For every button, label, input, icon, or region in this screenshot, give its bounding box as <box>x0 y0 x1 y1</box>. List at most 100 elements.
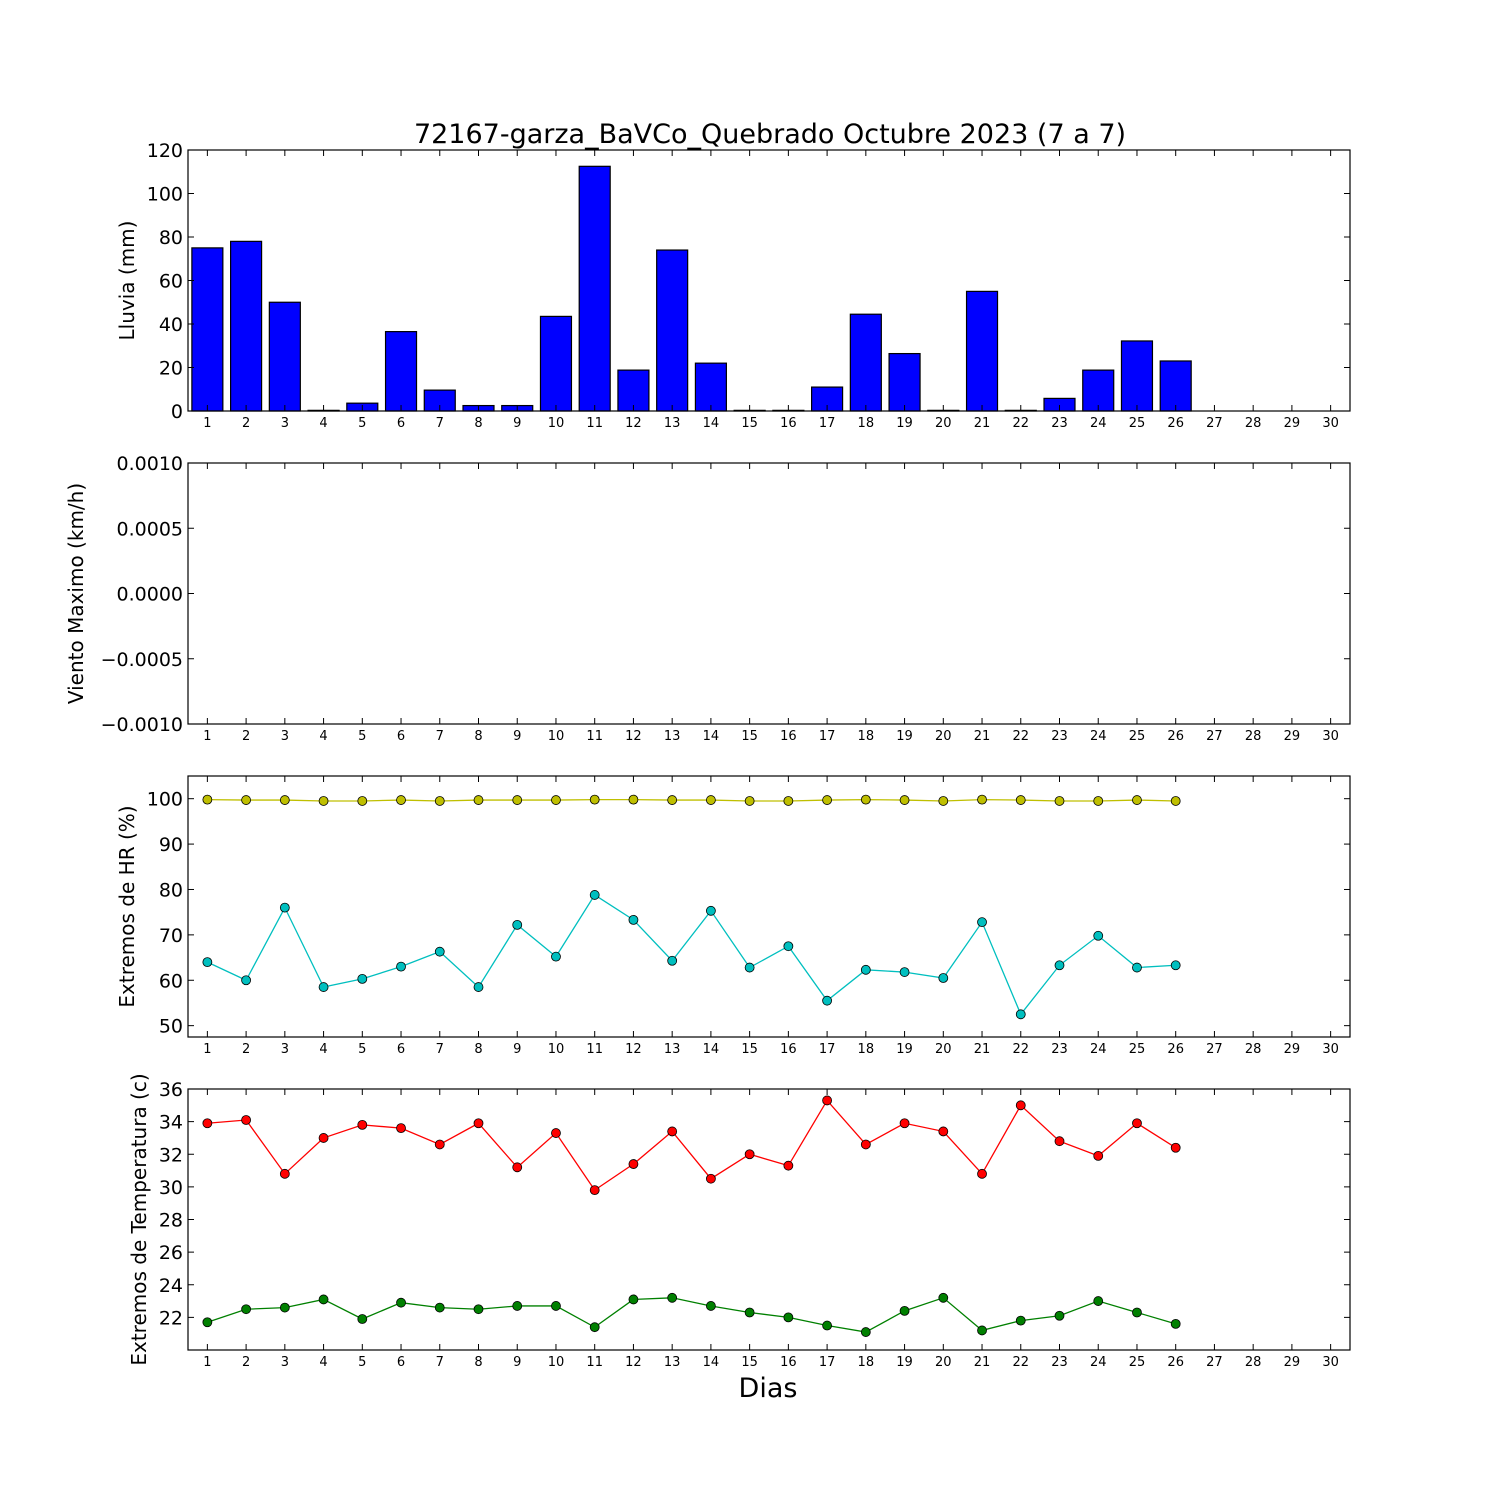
temperature-ytick-label-2: 26 <box>159 1242 183 1264</box>
humidity-xtick-label-1: 1 <box>203 1042 211 1057</box>
rainfall-bar-10 <box>539 315 573 412</box>
max-wind-xtick-label-21: 21 <box>974 729 991 744</box>
temperature-series-0-point-2 <box>241 1115 252 1125</box>
rainfall-xtick-label-8: 8 <box>474 416 482 431</box>
temperature-xtick-label-30: 30 <box>1322 1355 1339 1370</box>
humidity-series-1-point-12 <box>628 914 639 925</box>
rainfall-bar-24 <box>1082 369 1115 412</box>
humidity-series-0-point-17 <box>822 795 832 805</box>
humidity-xtick-label-29: 29 <box>1284 1042 1301 1057</box>
max-wind-xtick-label-6: 6 <box>397 729 405 744</box>
temperature-series-0-point-19 <box>899 1118 910 1129</box>
temperature-series-1-point-15 <box>744 1307 755 1318</box>
humidity-series-1-point-11 <box>589 890 600 900</box>
temperature-series-0-point-5 <box>357 1119 368 1130</box>
rainfall-ytick-label-4: 80 <box>159 227 183 249</box>
rainfall-xtick-label-9: 9 <box>513 416 521 431</box>
temperature-series-1-point-22 <box>1015 1315 1026 1326</box>
humidity-series-1-point-1 <box>202 957 213 968</box>
temperature-ytick-label-0: 22 <box>159 1307 183 1329</box>
rainfall-xtick-label-3: 3 <box>281 416 289 431</box>
rainfall-ytick-label-5: 100 <box>147 184 183 206</box>
humidity-xtick-label-17: 17 <box>819 1042 836 1057</box>
max-wind-xtick-label-25: 25 <box>1129 729 1146 744</box>
temperature-series-1-point-14 <box>706 1301 716 1311</box>
temperature-series-0-point-1 <box>202 1118 213 1129</box>
humidity-series-1-point-3 <box>279 902 290 913</box>
rainfall-bar-12 <box>617 369 650 412</box>
max-wind-xtick-label-26: 26 <box>1167 729 1184 744</box>
humidity-xtick-label-13: 13 <box>664 1042 681 1057</box>
humidity-series-1-point-7 <box>434 946 445 957</box>
temperature-series-1-point-16 <box>783 1312 794 1323</box>
humidity-series-0-point-4 <box>318 796 329 806</box>
humidity-xtick-label-21: 21 <box>974 1042 991 1057</box>
humidity-series-0-point-24 <box>1093 796 1104 806</box>
humidity-series-1-point-24 <box>1093 930 1104 941</box>
max-wind-xtick-label-28: 28 <box>1245 729 1262 744</box>
max-wind-xtick-label-11: 11 <box>586 729 603 744</box>
temperature-series-1-point-6 <box>396 1297 406 1308</box>
humidity-xtick-label-10: 10 <box>548 1042 565 1057</box>
humidity-xtick-label-18: 18 <box>858 1042 875 1057</box>
max-wind-ytick-label-2: 0.0000 <box>117 584 183 606</box>
temperature-series-0-point-23 <box>1054 1136 1065 1147</box>
max-wind-xtick-label-22: 22 <box>1012 729 1029 744</box>
rainfall-bar-26 <box>1159 360 1192 412</box>
temperature-series-0-point-8 <box>473 1118 484 1129</box>
temperature-xtick-label-2: 2 <box>242 1355 250 1370</box>
humidity-ytick-label-1: 60 <box>159 970 183 992</box>
max-wind-xtick-label-7: 7 <box>436 729 444 744</box>
humidity-series-0-point-10 <box>551 795 561 805</box>
temperature-xtick-label-16: 16 <box>780 1355 797 1370</box>
max-wind-xtick-label-29: 29 <box>1284 729 1301 744</box>
humidity-series-0-point-12 <box>628 794 639 805</box>
rainfall-bar-11 <box>578 165 611 412</box>
humidity-series-1-point-26 <box>1170 960 1181 971</box>
humidity-xtick-label-25: 25 <box>1129 1042 1146 1057</box>
max-wind-xtick-label-23: 23 <box>1051 729 1068 744</box>
rainfall-xtick-label-13: 13 <box>664 416 681 431</box>
temperature-ytick-label-6: 34 <box>159 1112 183 1134</box>
temperature-xtick-label-8: 8 <box>474 1355 482 1370</box>
temperature-ytick-label-3: 28 <box>159 1210 183 1232</box>
humidity-series-0-point-23 <box>1054 796 1065 806</box>
humidity-series-1-point-19 <box>899 967 910 977</box>
humidity-ytick-label-0: 50 <box>159 1016 183 1038</box>
rainfall-xtick-label-23: 23 <box>1051 416 1068 431</box>
temperature-series-0-point-24 <box>1093 1150 1104 1161</box>
rainfall-bar-1 <box>191 247 224 412</box>
humidity-series-0-point-11 <box>589 794 600 805</box>
panel-temperature: 1 2 3 4 5 6 7 8 9 10 11 12 13 14 15 16 17 18 19 20 21 22 23 24 2… <box>127 1073 1351 1370</box>
temperature-series-0-point-26 <box>1170 1142 1181 1153</box>
humidity-series-1-point-5 <box>357 973 368 984</box>
chart-title: 72167-garza_BaVCo_Quebrado Octubre 2023 … <box>414 119 1126 150</box>
temperature-series-0-point-4 <box>318 1133 329 1143</box>
humidity-series-1-point-13 <box>667 955 678 966</box>
humidity-xtick-label-16: 16 <box>780 1042 797 1057</box>
max-wind-xtick-label-24: 24 <box>1090 729 1107 744</box>
temperature-series-0-point-9 <box>512 1162 523 1173</box>
humidity-series-0-point-2 <box>241 795 252 805</box>
temperature-series-1-point-5 <box>357 1314 368 1324</box>
rainfall-bar-13 <box>656 249 689 412</box>
max-wind-xtick-label-1: 1 <box>203 729 211 744</box>
humidity-series-0-point-25 <box>1132 795 1142 805</box>
rainfall-xtick-label-19: 19 <box>896 416 913 431</box>
rainfall-xtick-label-16: 16 <box>780 416 797 431</box>
rainfall-xtick-label-12: 12 <box>625 416 642 431</box>
humidity-xtick-label-4: 4 <box>319 1042 327 1057</box>
temperature-series-0-point-10 <box>551 1128 561 1138</box>
temperature-series-0-point-22 <box>1015 1100 1026 1111</box>
humidity-series-1-line <box>207 894 1176 1016</box>
temperature-xtick-label-7: 7 <box>436 1355 444 1370</box>
max-wind-xtick-label-20: 20 <box>935 729 952 744</box>
rainfall-xtick-label-11: 11 <box>586 416 603 431</box>
rainfall-ytick-label-6: 120 <box>147 140 183 162</box>
temperature-xtick-label-15: 15 <box>741 1355 758 1370</box>
humidity-series-1-point-2 <box>241 975 252 986</box>
humidity-xtick-label-22: 22 <box>1012 1042 1029 1057</box>
temperature-series-0-point-3 <box>279 1168 290 1179</box>
temperature-xtick-label-24: 24 <box>1090 1355 1107 1370</box>
rainfall-xtick-label-14: 14 <box>703 416 720 431</box>
